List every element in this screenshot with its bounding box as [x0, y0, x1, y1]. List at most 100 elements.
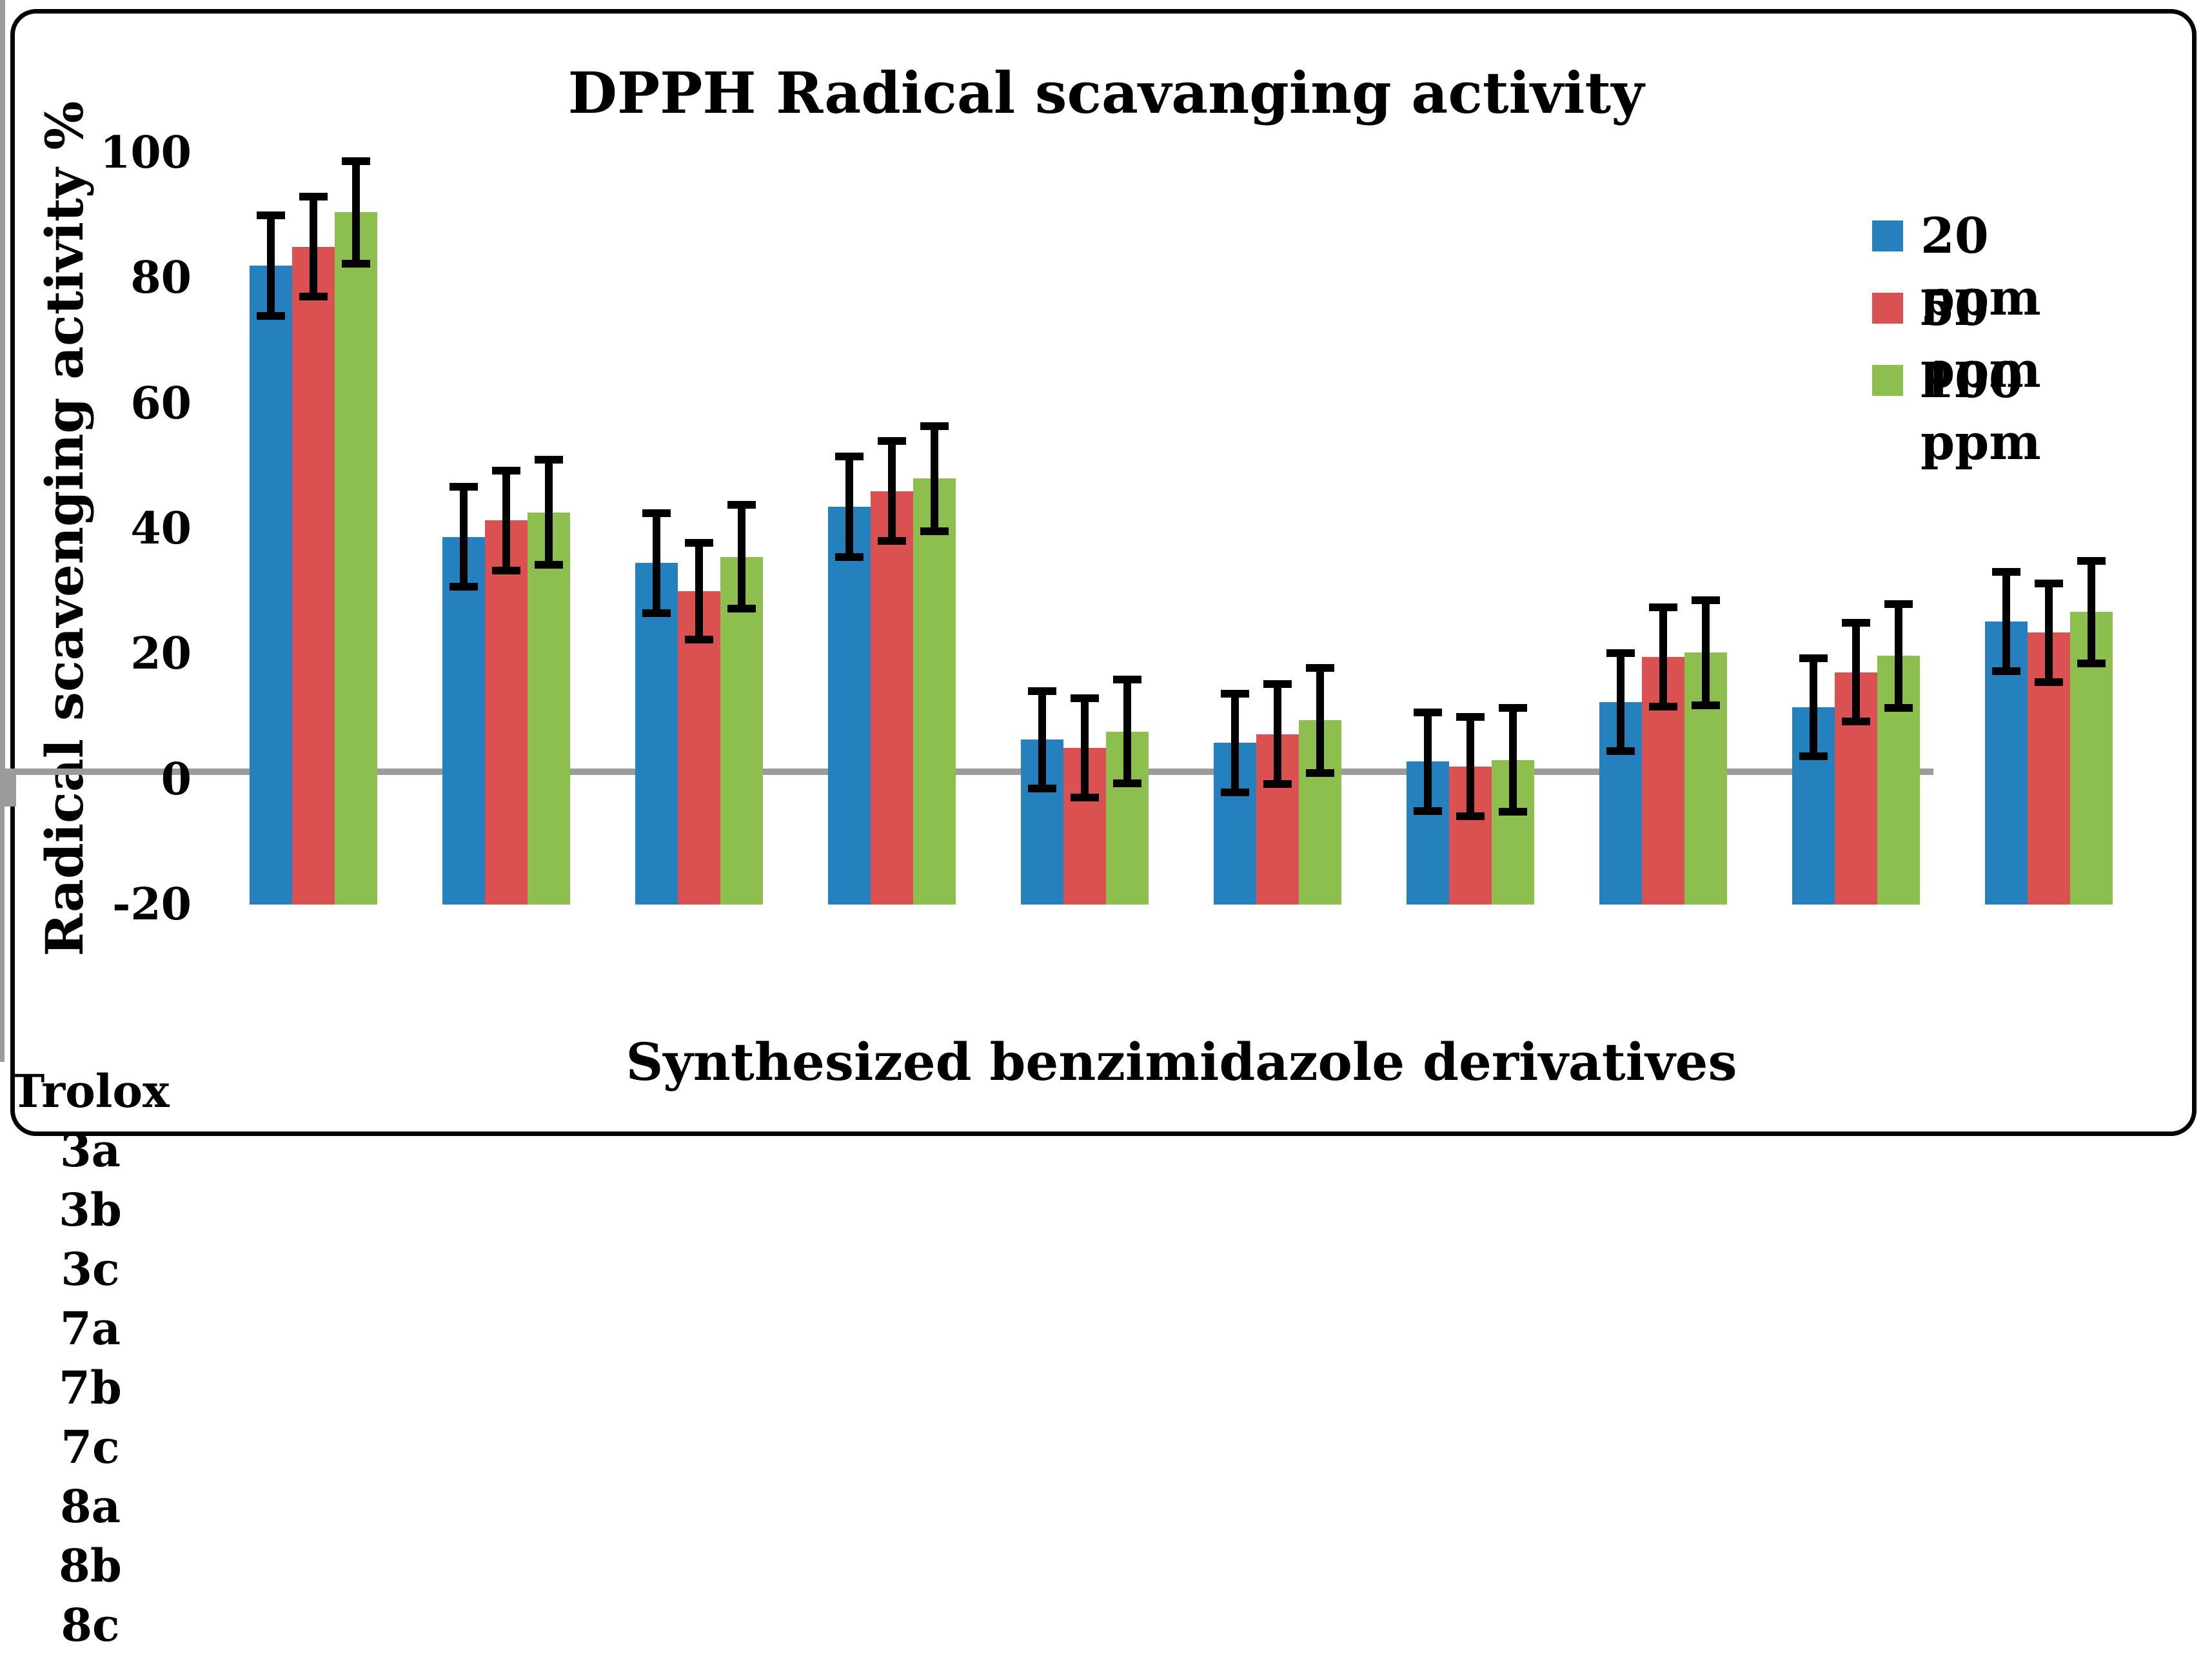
error-bar-7a-50ppm-line — [1081, 698, 1089, 798]
error-bar-trolox-100ppm-cap-top — [342, 157, 370, 165]
error-bar-3b-100ppm-cap-top — [727, 501, 756, 509]
x-axis-tick — [0, 923, 5, 946]
x-axis-tick — [0, 1015, 5, 1039]
error-bar-3a-50ppm-cap-top — [492, 466, 520, 475]
error-bar-8c-50ppm-cap-top — [2035, 579, 2063, 587]
error-bar-7a-20ppm-line — [1038, 690, 1046, 789]
error-bar-trolox-20ppm-cap-bottom — [257, 311, 285, 320]
bar-3b-50ppm — [678, 591, 720, 905]
error-bar-8b-20ppm-line — [1810, 658, 1817, 756]
bar-3a-50ppm — [485, 520, 528, 905]
legend-label-100ppm: 100 ppm — [1921, 351, 2041, 471]
bar-trolox-100ppm — [335, 212, 377, 905]
error-bar-3c-20ppm-cap-bottom — [835, 553, 864, 561]
error-bar-7b-100ppm-line — [1316, 667, 1324, 773]
error-bar-7c-50ppm-cap-bottom — [1456, 812, 1485, 820]
error-bar-3b-50ppm-line — [695, 543, 703, 640]
error-bar-7b-100ppm-cap-bottom — [1306, 769, 1334, 777]
y-tick-label: -20 — [112, 879, 192, 930]
x-axis-tick — [0, 853, 5, 876]
bar-trolox-20ppm — [250, 265, 292, 905]
error-bar-3a-20ppm-line — [460, 486, 468, 587]
error-bar-8c-20ppm-cap-top — [1992, 568, 2020, 576]
y-axis-tick — [0, 775, 16, 779]
bar-3c-100ppm — [913, 478, 956, 905]
y-tick-label: 100 — [100, 127, 192, 179]
error-bar-8a-20ppm-line — [1617, 653, 1624, 751]
y-axis-tick — [0, 784, 16, 788]
error-bar-7b-50ppm-cap-top — [1263, 680, 1292, 688]
x-axis-line — [0, 769, 1933, 775]
error-bar-7a-100ppm-cap-bottom — [1113, 779, 1141, 788]
error-bar-3a-20ppm-cap-bottom — [449, 583, 478, 591]
error-bar-trolox-50ppm-line — [310, 197, 317, 297]
error-bar-8a-50ppm-cap-bottom — [1649, 702, 1677, 710]
y-tick-label: 0 — [161, 753, 192, 805]
error-bar-7a-100ppm-cap-top — [1113, 676, 1141, 684]
error-bar-7b-20ppm-line — [1231, 693, 1239, 793]
error-bar-8c-20ppm-line — [2002, 572, 2010, 671]
error-bar-7b-50ppm-cap-bottom — [1263, 780, 1292, 788]
error-bar-8b-50ppm-cap-top — [1842, 618, 1870, 627]
x-tick-label-7a: 7a — [59, 1302, 121, 1355]
x-axis-tick — [0, 969, 5, 992]
error-bar-3a-50ppm-line — [502, 470, 510, 571]
error-bar-trolox-20ppm-cap-top — [257, 211, 285, 220]
error-bar-trolox-50ppm-cap-bottom — [299, 293, 328, 301]
error-bar-3a-100ppm-cap-bottom — [535, 561, 563, 569]
error-bar-3c-50ppm-cap-top — [878, 436, 906, 445]
error-bar-8c-50ppm-line — [2045, 583, 2053, 683]
error-bar-trolox-100ppm-line — [352, 161, 360, 264]
error-bar-3b-20ppm-line — [653, 513, 660, 614]
error-bar-8a-100ppm-cap-bottom — [1692, 701, 1720, 709]
y-axis-tick — [0, 802, 16, 807]
error-bar-8b-20ppm-cap-bottom — [1799, 752, 1828, 760]
x-axis-tick — [0, 876, 5, 899]
x-tick-label-8c: 8c — [61, 1598, 120, 1652]
y-tick-label: 20 — [130, 628, 192, 680]
error-bar-3a-100ppm-line — [545, 460, 553, 565]
error-bar-7a-20ppm-cap-top — [1028, 687, 1056, 695]
error-bar-8a-20ppm-cap-bottom — [1606, 747, 1635, 755]
error-bar-7c-20ppm-cap-top — [1414, 708, 1442, 716]
legend-swatch-100ppm — [1872, 365, 1903, 396]
error-bar-8c-50ppm-cap-bottom — [2035, 678, 2063, 687]
error-bar-7b-100ppm-cap-top — [1306, 663, 1334, 672]
x-tick-label-3b: 3b — [59, 1183, 122, 1237]
bar-3a-20ppm — [442, 536, 485, 905]
error-bar-8a-100ppm-cap-top — [1692, 596, 1720, 604]
error-bar-7c-20ppm-line — [1424, 712, 1432, 812]
error-bar-8a-20ppm-cap-top — [1606, 649, 1635, 658]
error-bar-7a-50ppm-cap-bottom — [1071, 793, 1099, 801]
error-bar-8c-100ppm-cap-bottom — [2077, 659, 2106, 667]
x-axis-tick — [0, 899, 5, 923]
error-bar-8a-100ppm-line — [1702, 600, 1710, 705]
error-bar-7b-20ppm-cap-bottom — [1221, 788, 1249, 797]
x-axis-tick — [0, 946, 5, 969]
y-axis-tick — [0, 788, 16, 793]
error-bar-8b-100ppm-line — [1895, 603, 1902, 708]
error-bar-3c-100ppm-cap-bottom — [920, 527, 949, 535]
error-bar-7c-100ppm-line — [1509, 707, 1517, 812]
error-bar-8a-50ppm-line — [1659, 607, 1667, 707]
error-bar-3b-20ppm-cap-bottom — [642, 609, 671, 618]
bar-3b-20ppm — [635, 563, 678, 905]
error-bar-3c-100ppm-cap-top — [920, 422, 949, 430]
error-bar-8a-50ppm-cap-top — [1649, 603, 1677, 612]
error-bar-8b-20ppm-cap-top — [1799, 654, 1828, 663]
error-bar-7c-100ppm-cap-bottom — [1499, 808, 1527, 816]
error-bar-3c-50ppm-cap-bottom — [878, 537, 906, 545]
error-bar-8c-100ppm-cap-top — [2077, 556, 2106, 565]
bar-3c-20ppm — [828, 506, 871, 905]
error-bar-trolox-50ppm-cap-top — [299, 193, 328, 201]
legend-label-20ppm: 20 ppm — [1921, 207, 2041, 326]
error-bar-3b-50ppm-cap-bottom — [685, 635, 713, 643]
error-bar-7a-20ppm-cap-bottom — [1028, 785, 1056, 793]
error-bar-7b-20ppm-cap-top — [1221, 689, 1249, 698]
x-tick-label-7b: 7b — [59, 1361, 122, 1415]
x-axis-tick — [0, 830, 5, 853]
bar-trolox-50ppm — [292, 246, 335, 905]
error-bar-8b-100ppm-cap-bottom — [1884, 703, 1913, 712]
bar-3a-100ppm — [528, 512, 570, 905]
x-axis-tick — [0, 1039, 5, 1062]
